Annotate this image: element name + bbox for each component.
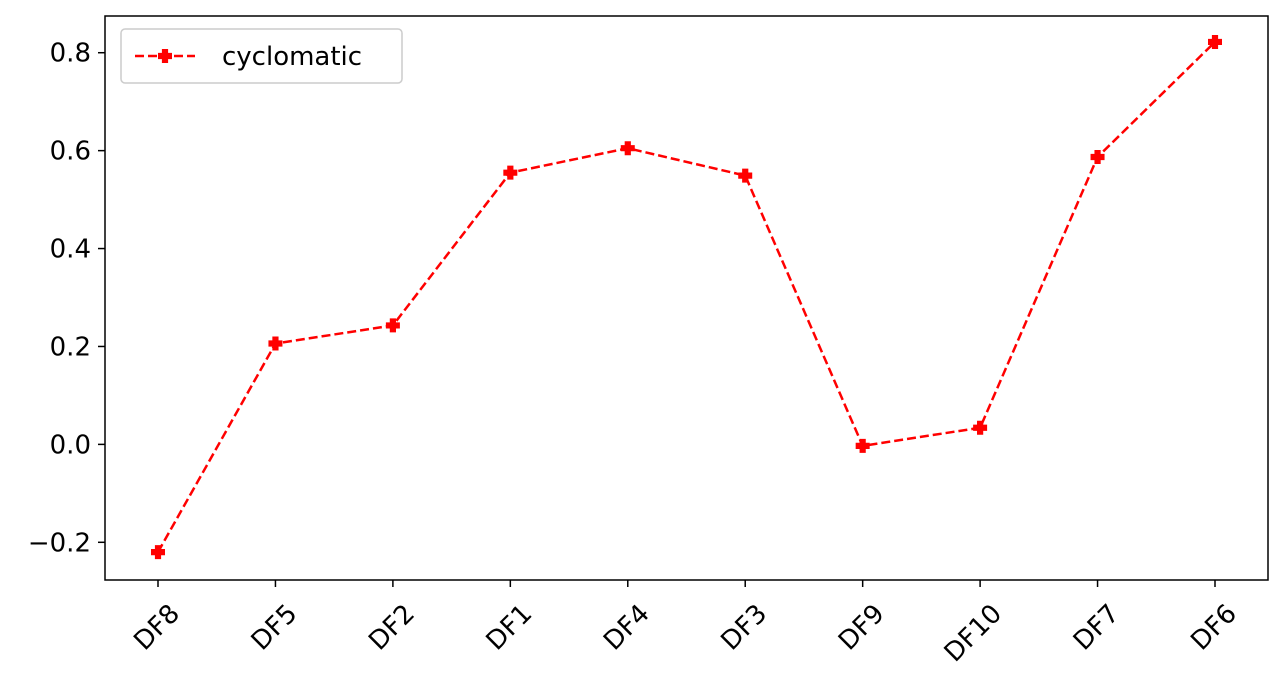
legend: cyclomatic (120, 28, 403, 84)
data-point (151, 545, 165, 560)
data-point (1090, 150, 1105, 164)
plot-frame (104, 15, 1269, 581)
data-point (268, 336, 283, 351)
plot-background (105, 16, 1268, 580)
x-tick-label: DF1 (481, 599, 539, 657)
x-tick-label: DF8 (128, 599, 186, 657)
x-tick-label: DF7 (1068, 599, 1126, 657)
x-tick-label: DF6 (1185, 599, 1243, 657)
legend-box (120, 28, 403, 84)
y-tick-label: 0.8 (50, 39, 91, 69)
legend-marker (158, 49, 172, 63)
legend-label-cyclomatic: cyclomatic (222, 42, 362, 72)
data-point (973, 420, 988, 435)
y-tick-label: −0.2 (28, 528, 91, 558)
data-point (1208, 34, 1222, 49)
x-tick-label: DF4 (598, 599, 656, 657)
x-tick-label: DF5 (246, 599, 304, 657)
data-point (620, 141, 635, 156)
y-tick-label: 0.2 (50, 332, 91, 362)
data-point (385, 318, 400, 333)
y-axis-ticks: −0.2 0.0 0.2 0.4 0.6 0.8 (28, 39, 105, 558)
x-tick-label: DF9 (833, 599, 891, 657)
data-point (503, 165, 518, 180)
data-point (855, 438, 870, 453)
x-tick-label: DF3 (716, 599, 774, 657)
x-axis-ticks: DF8 DF5 DF2 DF1 DF4 DF3 DF9 DF10 DF7 DF6 (128, 580, 1243, 668)
y-tick-label: 0.0 (50, 430, 91, 460)
x-tick-label: DF2 (363, 599, 421, 657)
x-tick-label: DF10 (939, 599, 1008, 668)
data-point (738, 168, 753, 183)
y-tick-label: 0.4 (50, 235, 91, 265)
legend-marker-plus (158, 49, 172, 63)
series-layer (151, 34, 1222, 560)
series-line-cyclomatic (156, 41, 1216, 553)
y-tick-label: 0.6 (50, 137, 91, 167)
